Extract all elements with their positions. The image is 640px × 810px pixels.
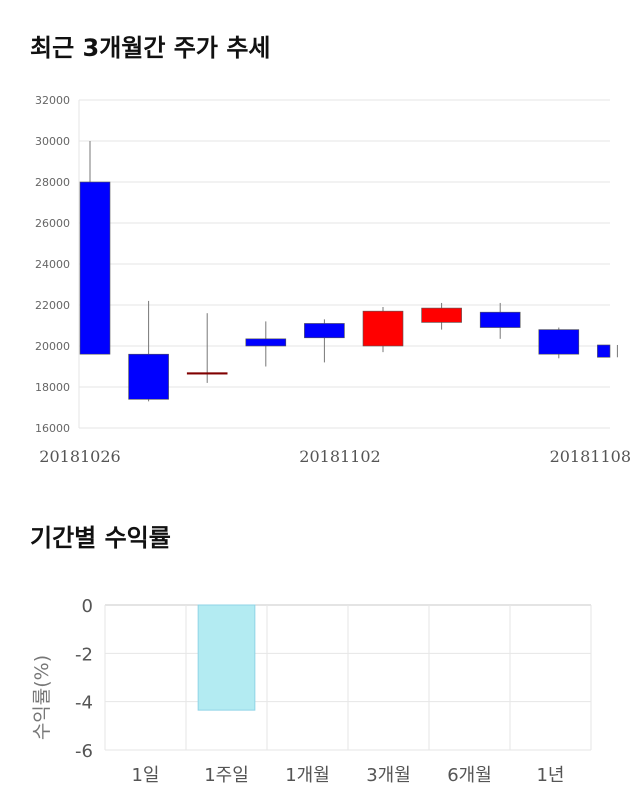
candle-body [362,310,404,347]
candlestick-y-tick-label: 18000 [35,381,70,394]
candle [421,302,462,330]
candlestick-x-axis: 20181026 20181102 20181108 [39,447,631,466]
candle [479,302,521,339]
candle-body [421,307,462,323]
candlestick-y-tick-label: 28000 [35,176,70,189]
return-x-axis: 1일 1주일 1개월 3개월 6개월 1년 [131,765,564,786]
period-return-title: 기간별 수익률 [30,524,171,552]
candlestick-series [79,141,618,402]
candlestick-y-tick-label: 22000 [35,299,70,312]
candlestick-y-tick-label: 24000 [35,258,70,271]
return-x-tick-label: 1년 [536,765,564,786]
candle-body [186,372,228,375]
candle [304,319,345,363]
return-x-tick-label: 1주일 [204,765,249,786]
candle [597,344,618,358]
return-y-axis-label: 수익률(%) [31,655,53,740]
return-x-tick-label: 1개월 [285,765,330,786]
candle-body [479,311,521,328]
return-y-tick-label: -4 [75,693,93,714]
candlestick-y-axis: 16000 18000 20000 22000 24000 26000 28000 30000… [35,94,70,435]
candlestick-y-tick-label: 26000 [35,217,70,230]
candlestick-y-tick-label: 16000 [35,422,70,435]
candlestick-chart: 16000 18000 20000 22000 24000 26000 28000 30000… [35,94,631,466]
candlestick-y-tick-label: 30000 [35,135,70,148]
return-bar [197,604,256,711]
candle-body [128,353,169,400]
return-y-axis: 0 -2 -4 -6 [75,596,93,762]
return-y-tick-label: 0 [82,596,93,617]
candlestick-x-tick-label: 20181026 [39,447,120,466]
candlestick-y-tick-label: 32000 [35,94,70,107]
return-y-tick-label: -2 [75,644,93,665]
return-bars [197,604,256,711]
candlestick-x-tick-label: 20181102 [299,447,380,466]
candlestick-x-tick-label: 20181108 [550,447,631,466]
return-y-tick-label: -6 [75,741,93,762]
candle-body [304,323,345,339]
candle [538,327,580,359]
candle [245,321,287,367]
candle [128,300,169,402]
candlestick-grid [78,99,610,429]
candle-body [79,181,111,355]
candle-body [597,344,611,358]
candle [186,313,228,383]
candle [362,307,404,353]
candle-body [538,329,580,355]
return-x-tick-label: 3개월 [366,765,411,786]
candlestick-y-tick-label: 20000 [35,340,70,353]
return-grid [104,604,592,751]
price-trend-title: 최근 3개월간 주가 추세 [30,34,271,62]
return-x-tick-label: 1일 [131,765,159,786]
return-x-tick-label: 6개월 [447,765,492,786]
candle [79,141,111,355]
candle-body [245,338,287,347]
